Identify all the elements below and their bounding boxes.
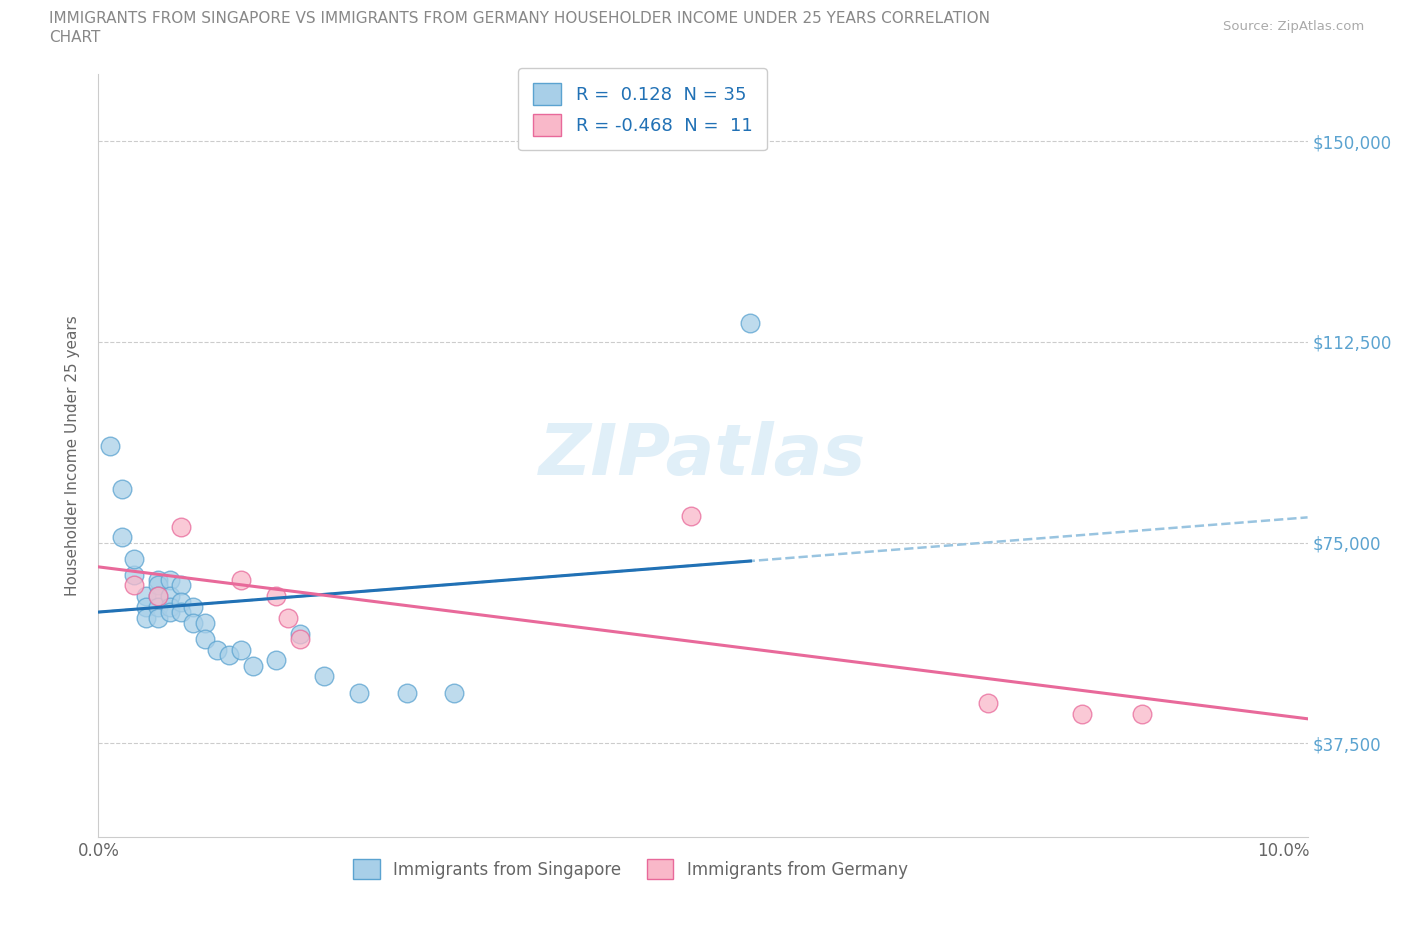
Point — [181, 616, 204, 631]
Point — [205, 643, 228, 658]
Point — [181, 600, 204, 615]
Point — [146, 578, 169, 593]
Point — [264, 653, 287, 668]
Point — [159, 573, 181, 588]
Point — [146, 589, 169, 604]
Text: IMMIGRANTS FROM SINGAPORE VS IMMIGRANTS FROM GERMANY HOUSEHOLDER INCOME UNDER 25: IMMIGRANTS FROM SINGAPORE VS IMMIGRANTS … — [49, 11, 990, 26]
Point — [146, 573, 169, 588]
Point — [740, 316, 762, 331]
Point — [229, 643, 252, 658]
Point — [312, 669, 335, 684]
Point — [135, 589, 157, 604]
Legend: Immigrants from Singapore, Immigrants from Germany: Immigrants from Singapore, Immigrants fr… — [347, 852, 914, 886]
Text: ZIPatlas: ZIPatlas — [540, 421, 866, 490]
Point — [111, 530, 134, 545]
Point — [288, 626, 311, 641]
Point — [122, 578, 145, 593]
Point — [681, 509, 703, 524]
Point — [146, 610, 169, 625]
Point — [159, 589, 181, 604]
Text: CHART: CHART — [49, 30, 101, 45]
Point — [170, 604, 193, 619]
Point — [443, 685, 465, 700]
Point — [98, 439, 121, 454]
Point — [395, 685, 418, 700]
Point — [135, 610, 157, 625]
Point — [277, 610, 299, 625]
Point — [170, 578, 193, 593]
Point — [976, 696, 998, 711]
Text: Source: ZipAtlas.com: Source: ZipAtlas.com — [1223, 20, 1364, 33]
Point — [1071, 707, 1094, 722]
Point — [242, 658, 264, 673]
Point — [146, 600, 169, 615]
Point — [1130, 707, 1153, 722]
Point — [194, 616, 217, 631]
Point — [264, 589, 287, 604]
Point — [111, 482, 134, 497]
Point — [122, 551, 145, 566]
Point — [146, 589, 169, 604]
Point — [288, 631, 311, 646]
Point — [159, 600, 181, 615]
Point — [194, 631, 217, 646]
Point — [135, 600, 157, 615]
Point — [122, 567, 145, 582]
Point — [218, 647, 240, 662]
Y-axis label: Householder Income Under 25 years: Householder Income Under 25 years — [65, 315, 80, 596]
Point — [170, 594, 193, 609]
Point — [347, 685, 370, 700]
Point — [159, 604, 181, 619]
Point — [170, 519, 193, 534]
Point — [229, 573, 252, 588]
